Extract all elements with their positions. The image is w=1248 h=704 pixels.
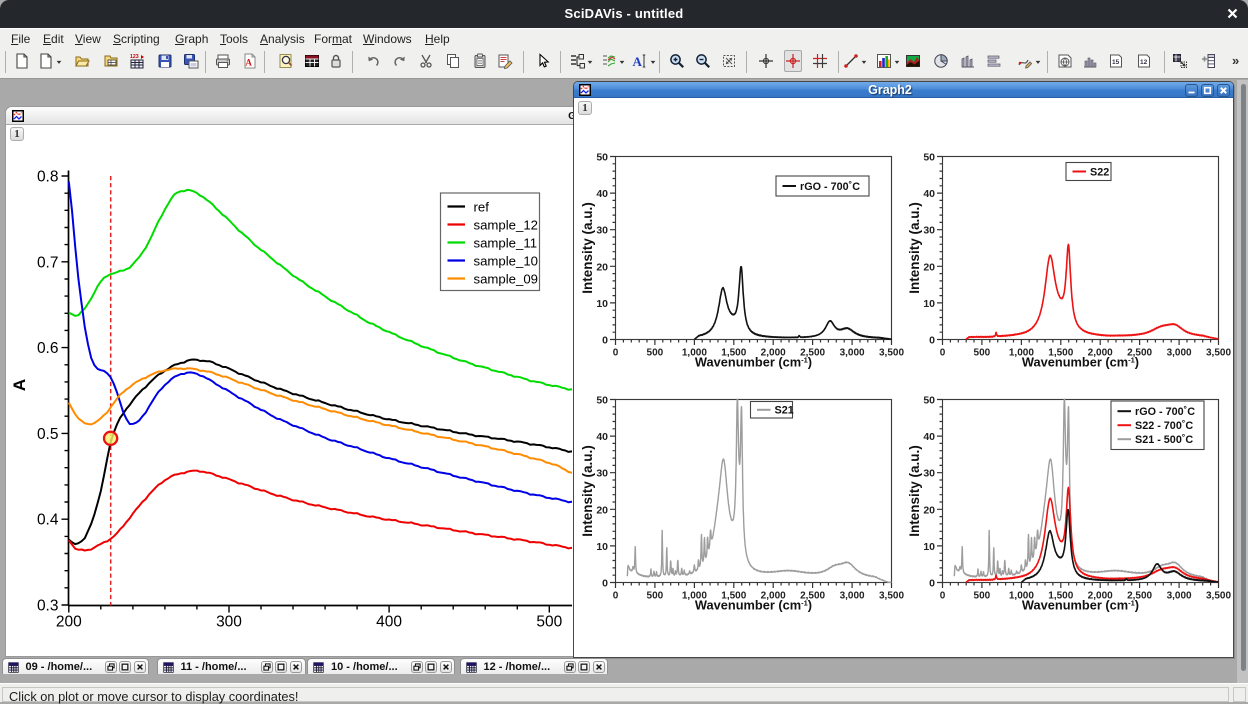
svg-text:0.3: 0.3: [37, 598, 59, 615]
svg-text:1,000: 1,000: [1009, 348, 1034, 359]
svg-text:30: 30: [596, 468, 608, 480]
svg-text:sample_10: sample_10: [474, 254, 539, 269]
svg-text:Intensity (a.u.): Intensity (a.u.): [580, 445, 595, 537]
svg-text:3,000: 3,000: [1167, 348, 1192, 359]
svg-text:0: 0: [940, 348, 946, 359]
svg-text:0: 0: [940, 591, 946, 602]
svg-text:1,500: 1,500: [1048, 348, 1073, 359]
svg-text:A: A: [633, 54, 643, 69]
svg-text:1,500: 1,500: [721, 591, 746, 602]
svg-text:2,000: 2,000: [761, 591, 786, 602]
svg-text:3,000: 3,000: [840, 591, 865, 602]
svg-text:10: 10: [923, 541, 935, 553]
svg-text:2,000: 2,000: [1088, 348, 1113, 359]
svg-text:2,500: 2,500: [800, 348, 825, 359]
svg-text:40: 40: [923, 431, 935, 443]
svg-text:1,000: 1,000: [682, 591, 707, 602]
svg-text:500: 500: [647, 348, 664, 359]
svg-text:ref: ref: [474, 200, 490, 215]
svg-text:S21 - 500˚C: S21 - 500˚C: [1135, 434, 1193, 446]
svg-text:50: 50: [596, 152, 608, 164]
svg-text:A: A: [245, 58, 252, 68]
svg-text:500: 500: [974, 348, 991, 359]
svg-text:3,500: 3,500: [1206, 591, 1231, 602]
svg-text:sample_12: sample_12: [474, 218, 539, 233]
svg-text:50: 50: [596, 395, 608, 407]
svg-text:A: A: [10, 379, 29, 391]
svg-text:Wavenumber (cm-1): Wavenumber (cm-1): [695, 355, 812, 370]
svg-text:S22: S22: [1090, 166, 1109, 178]
svg-text:0.4: 0.4: [37, 512, 59, 529]
svg-text:30: 30: [596, 225, 608, 237]
svg-text:sample_09: sample_09: [474, 272, 539, 287]
svg-text:10: 10: [596, 541, 608, 553]
svg-text:20: 20: [923, 504, 935, 516]
svg-text:1,500: 1,500: [721, 348, 746, 359]
svg-text:20: 20: [596, 504, 608, 516]
svg-text:10: 10: [596, 298, 608, 310]
svg-text:20: 20: [923, 261, 935, 273]
svg-text:0.5: 0.5: [37, 426, 59, 443]
svg-text:30: 30: [923, 225, 935, 237]
svg-text:0.8: 0.8: [37, 169, 59, 186]
svg-text:S21: S21: [775, 405, 794, 417]
svg-text:500: 500: [974, 591, 991, 602]
svg-text:1,500: 1,500: [1048, 591, 1073, 602]
svg-text:Wavenumber (cm-1): Wavenumber (cm-1): [695, 598, 812, 613]
svg-text:Wavenumber (cm-1): Wavenumber (cm-1): [1022, 355, 1139, 370]
svg-text:2,500: 2,500: [800, 591, 825, 602]
svg-text:400: 400: [376, 614, 402, 631]
svg-text:sample_11: sample_11: [474, 236, 538, 251]
svg-text:2,000: 2,000: [761, 348, 786, 359]
svg-text:2,500: 2,500: [1127, 591, 1152, 602]
svg-text:2,500: 2,500: [1127, 348, 1152, 359]
svg-text:500: 500: [536, 614, 562, 631]
svg-text:0: 0: [929, 578, 935, 590]
svg-text:30: 30: [923, 468, 935, 480]
svg-text:0: 0: [929, 335, 935, 347]
svg-text:3,000: 3,000: [840, 348, 865, 359]
svg-text:0: 0: [613, 348, 619, 359]
svg-text:0.6: 0.6: [37, 340, 59, 357]
svg-text:15: 15: [1112, 59, 1120, 66]
svg-text:50: 50: [923, 395, 935, 407]
svg-text:10: 10: [923, 298, 935, 310]
svg-text:0: 0: [613, 591, 619, 602]
svg-text:3,500: 3,500: [879, 348, 904, 359]
svg-text:0: 0: [602, 335, 608, 347]
svg-text:0.7: 0.7: [37, 254, 59, 271]
svg-text:S22 - 700˚C: S22 - 700˚C: [1135, 420, 1193, 432]
svg-text:123: 123: [130, 54, 139, 60]
svg-text:3,000: 3,000: [1167, 591, 1192, 602]
svg-text:3,500: 3,500: [879, 591, 904, 602]
svg-text:rGO - 700˚C: rGO - 700˚C: [800, 181, 860, 193]
svg-text:Intensity (a.u.): Intensity (a.u.): [907, 445, 922, 537]
svg-text:Wavenumber (cm-1): Wavenumber (cm-1): [1022, 598, 1139, 613]
svg-text:Intensity (a.u.): Intensity (a.u.): [580, 202, 595, 294]
svg-text:1,000: 1,000: [682, 348, 707, 359]
svg-text:40: 40: [596, 188, 608, 200]
svg-text:200: 200: [56, 614, 82, 631]
svg-text:40: 40: [596, 431, 608, 443]
svg-text:50: 50: [923, 152, 935, 164]
svg-text:3,500: 3,500: [1206, 348, 1231, 359]
svg-text:1,000: 1,000: [1009, 591, 1034, 602]
svg-text:rGO - 700˚C: rGO - 700˚C: [1135, 406, 1195, 418]
svg-text:40: 40: [923, 188, 935, 200]
svg-text:500: 500: [647, 591, 664, 602]
svg-text:300: 300: [216, 614, 242, 631]
svg-text:20: 20: [596, 261, 608, 273]
svg-text:12: 12: [1140, 59, 1148, 66]
svg-text:0: 0: [602, 578, 608, 590]
svg-text:Intensity (a.u.): Intensity (a.u.): [907, 202, 922, 294]
svg-text:2,000: 2,000: [1088, 591, 1113, 602]
